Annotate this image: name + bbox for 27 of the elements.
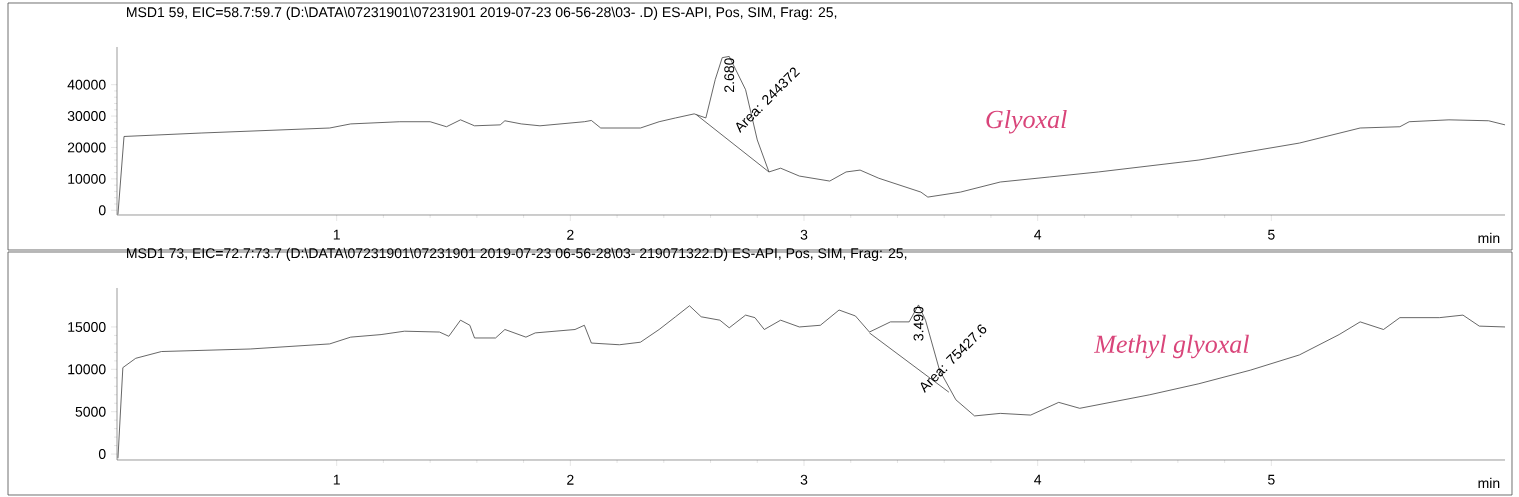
x-axis-title: min [1478,477,1500,488]
y-tick-label: 10000 [68,364,106,375]
y-tick-label: 40000 [67,79,106,90]
annotation: 2.680 [724,58,735,92]
y-tick-label: 0 [98,205,106,216]
x-tick-label: 5 [1268,474,1275,485]
x-axis-title: min [1478,232,1500,243]
x-tick-label: 2 [567,229,574,240]
x-tick-label: 1 [333,474,340,485]
x-tick-label: 4 [1034,474,1042,485]
x-tick-label: 5 [1268,229,1275,240]
x-tick-label: 4 [1034,229,1042,240]
y-tick-label: 5000 [75,406,106,417]
y-tick-label: 15000 [68,321,106,332]
y-tick-label: 30000 [67,111,106,122]
y-tick-label: 20000 [67,142,106,153]
annotation: Methyl glyoxal [1093,334,1249,359]
x-tick-label: 1 [333,229,340,240]
x-tick-label: 2 [567,474,574,485]
y-tick-label: 0 [98,449,106,460]
annotation: Glyoxal [986,109,1067,134]
x-tick-label: 3 [800,474,808,485]
chart-title: MSD1 73, EIC=72.7:73.7 (D:\DATA\07231901\07231901 2019-07-23 06-56-28\03- 219071322.D) ES-API, Pos, SIM, Frag: 25, [127,247,907,261]
y-tick-label: 10000 [68,173,106,184]
chart-title: MSD1 59, EIC=58.7:59.7 (D:\DATA\07231901\07231901 2019-07-23 06-56-28\03- .D) ES-API, Pos, SIM, Frag: 25, [127,6,837,20]
x-tick-label: 3 [800,229,808,240]
annotation: 3.490 [913,306,924,341]
